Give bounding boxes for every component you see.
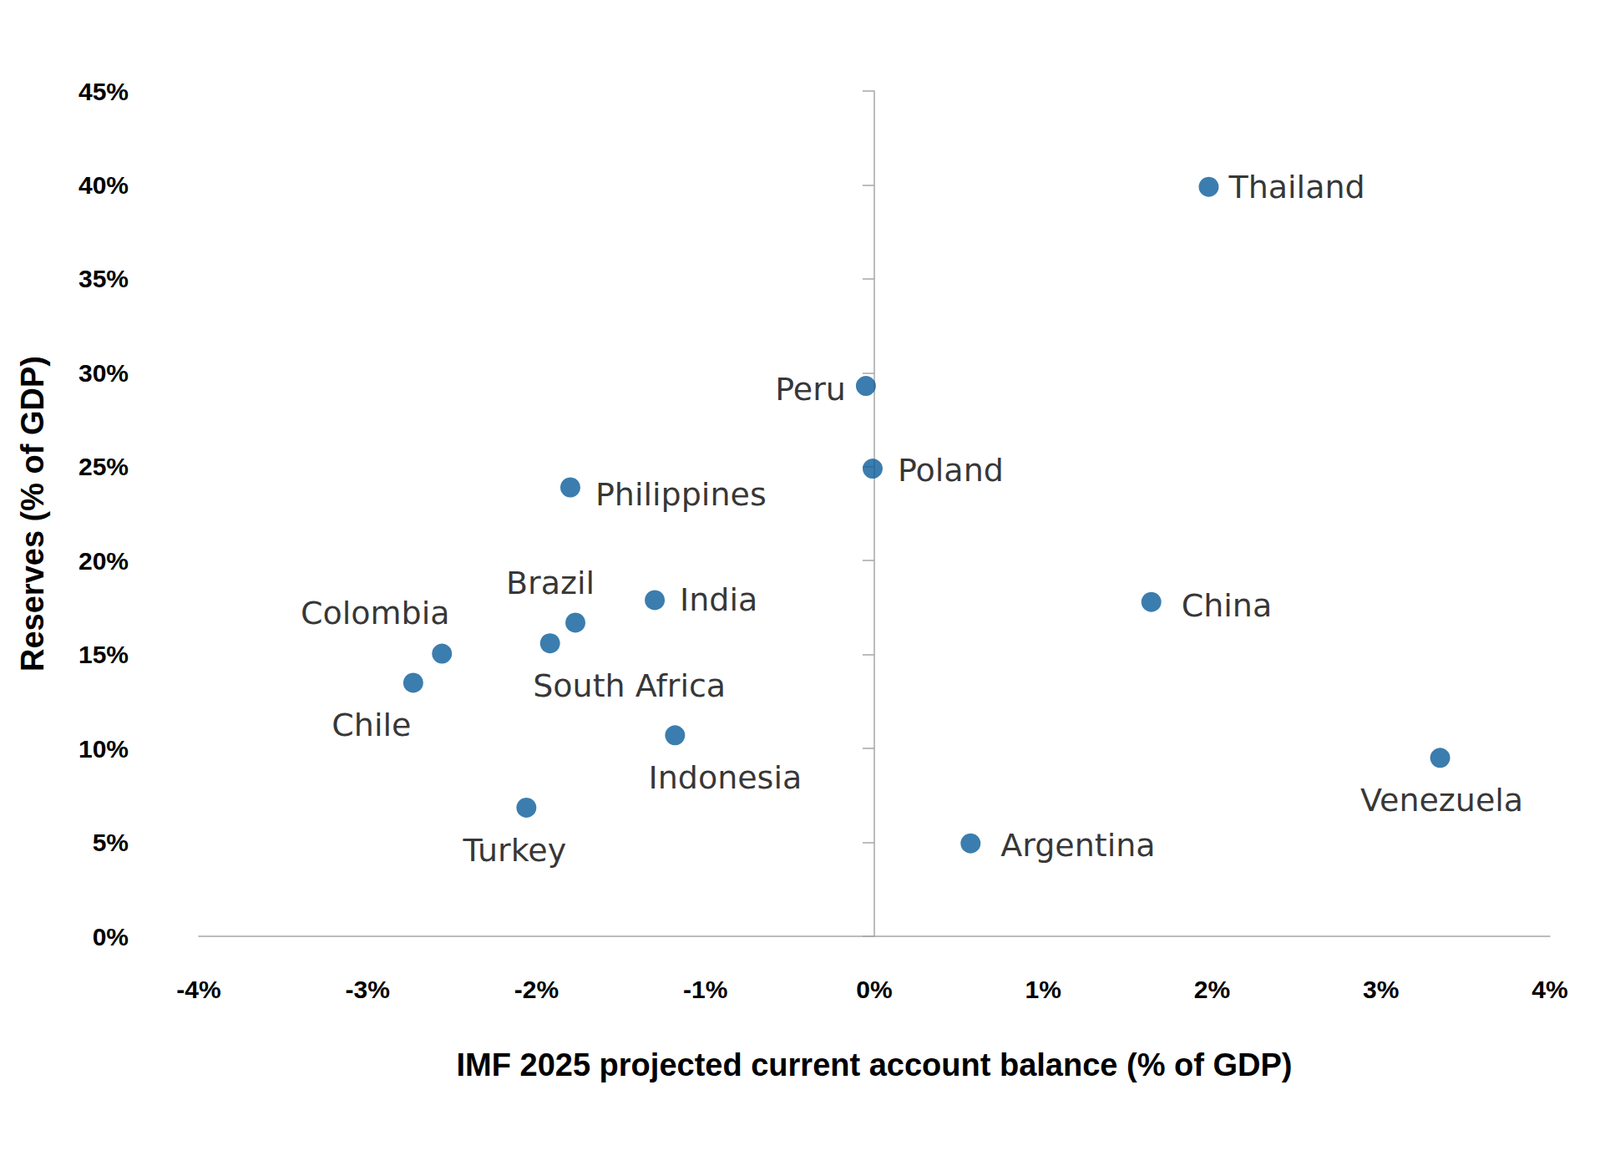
svg-text:15%: 15% (78, 640, 129, 669)
svg-text:25%: 25% (78, 452, 129, 481)
svg-text:India: India (679, 581, 758, 618)
svg-text:30%: 30% (78, 359, 129, 387)
svg-text:Peru: Peru (774, 370, 846, 408)
svg-text:Poland: Poland (897, 451, 1004, 489)
svg-text:Argentina: Argentina (1000, 826, 1155, 864)
svg-text:Reserves (% of GDP): Reserves (% of GDP) (15, 355, 51, 672)
svg-text:Indonesia: Indonesia (648, 759, 802, 796)
svg-text:5%: 5% (92, 828, 129, 856)
svg-text:South Africa: South Africa (532, 667, 726, 704)
svg-text:3%: 3% (1362, 975, 1399, 1003)
svg-text:Venezuela: Venezuela (1360, 781, 1524, 819)
svg-text:Turkey: Turkey (462, 831, 568, 869)
svg-text:-1%: -1% (683, 975, 728, 1003)
svg-text:10%: 10% (78, 734, 129, 763)
svg-text:45%: 45% (78, 77, 129, 106)
svg-text:-4%: -4% (176, 975, 221, 1003)
svg-text:4%: 4% (1531, 975, 1568, 1003)
svg-text:-3%: -3% (345, 975, 390, 1003)
svg-text:0%: 0% (855, 975, 892, 1003)
svg-text:0%: 0% (92, 922, 129, 951)
svg-text:-2%: -2% (514, 975, 559, 1003)
svg-text:20%: 20% (78, 546, 129, 575)
svg-text:40%: 40% (78, 171, 129, 199)
svg-text:Colombia: Colombia (300, 594, 451, 632)
svg-text:35%: 35% (78, 264, 129, 293)
svg-text:Brazil: Brazil (506, 564, 595, 602)
svg-text:China: China (1181, 587, 1273, 624)
svg-text:Philippines: Philippines (595, 475, 767, 513)
svg-text:2%: 2% (1194, 975, 1231, 1003)
svg-text:Thailand: Thailand (1227, 168, 1365, 206)
svg-text:IMF 2025 projected current acc: IMF 2025 projected current account balan… (456, 1047, 1293, 1083)
svg-text:1%: 1% (1025, 975, 1062, 1003)
svg-text:Chile: Chile (331, 706, 411, 744)
